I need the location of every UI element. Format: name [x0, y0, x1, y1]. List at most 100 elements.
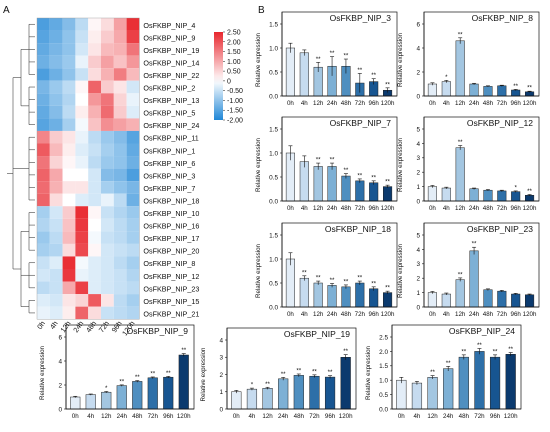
x-tick-label: 24h — [327, 205, 338, 212]
heatmap-cell — [62, 43, 76, 56]
y-tick-label: 0 — [219, 406, 223, 413]
x-tick-label: 4h — [413, 413, 420, 420]
x-tick-label: 96h — [511, 205, 522, 212]
y-tick-label: 4 — [58, 358, 62, 365]
chart-frame — [423, 222, 540, 308]
significance-label: ** — [330, 277, 335, 284]
heatmap-cell — [88, 306, 101, 320]
heatmap-cell — [75, 206, 89, 219]
panel-letter-b: B — [258, 5, 265, 16]
heatmap-row-label: OsFKBP_NIP_12 — [143, 272, 199, 281]
heatmap-cell — [113, 68, 127, 81]
significance-label: ** — [477, 342, 482, 349]
x-tick-label: 12h — [313, 205, 324, 212]
heatmap-cell — [113, 269, 127, 282]
heatmap-cell — [126, 281, 140, 295]
heatmap-cell — [113, 181, 127, 194]
heatmap-cell — [126, 30, 140, 44]
bar — [411, 382, 423, 410]
bar — [299, 52, 309, 97]
chart-title: OsFKBP_NIP_9 — [127, 326, 189, 336]
significance-label: * — [514, 184, 517, 191]
chart-frame — [423, 116, 540, 202]
chart-title: OsFKBP_NIP_18 — [325, 224, 391, 234]
heatmap-cell — [37, 80, 50, 94]
bar — [101, 391, 112, 410]
x-tick-label: 12h — [455, 205, 466, 212]
heatmap-cell — [126, 43, 140, 56]
legend-tick-label: 0.50 — [227, 69, 241, 76]
x-tick-label: 24h — [469, 100, 480, 107]
bar — [469, 188, 479, 202]
heatmap-cell — [101, 218, 114, 232]
y-axis-label: Relative expression — [39, 345, 46, 400]
heatmap-cell — [75, 294, 89, 307]
heatmap-cell — [88, 256, 101, 269]
y-tick-label: 4 — [416, 141, 420, 148]
heatmap-cell — [49, 168, 63, 182]
bar — [383, 292, 393, 308]
y-tick-label: 0.0 — [269, 304, 278, 311]
heatmap-cell — [62, 206, 76, 219]
heatmap-cell — [113, 18, 127, 31]
bar — [324, 376, 336, 410]
heatmap-cell — [62, 281, 76, 295]
y-tick-label: 2.0 — [379, 349, 388, 356]
bar — [469, 250, 479, 308]
heatmap-cell — [62, 18, 76, 31]
y-tick-label: 5 — [416, 126, 420, 133]
bar — [163, 376, 174, 410]
bar — [132, 381, 143, 410]
x-tick-label: 0h — [233, 413, 240, 420]
x-tick-label: 72h — [355, 311, 366, 318]
heatmap-cell — [37, 281, 50, 295]
y-tick-label: 3 — [219, 355, 223, 362]
significance-label: ** — [312, 368, 317, 375]
heatmap-cell — [101, 130, 114, 144]
heatmap-cell — [88, 55, 101, 69]
y-tick-label: 0.0 — [379, 406, 388, 413]
heatmap-cell — [62, 243, 76, 257]
heatmap-cell — [113, 105, 127, 119]
heatmap-cell — [62, 68, 76, 81]
significance-label: ** — [458, 271, 463, 278]
heatmap-cell — [49, 181, 63, 194]
x-tick-label: 72h — [148, 413, 159, 420]
panel-letter-a: A — [3, 5, 10, 16]
heatmap-cell — [49, 93, 63, 106]
y-tick-label: 1 — [219, 389, 223, 396]
significance-label: ** — [527, 85, 532, 92]
heatmap-column-label: 0h — [35, 319, 47, 331]
x-tick-label: 120h — [381, 100, 395, 107]
heatmap-cell — [49, 243, 63, 257]
heatmap-cell — [88, 294, 101, 307]
heatmap-cell — [126, 93, 140, 106]
bar — [497, 85, 507, 97]
x-tick-label: 120h — [504, 413, 518, 420]
heatmap-cell — [75, 55, 89, 69]
chart-title: OsFKBP_NIP_8 — [472, 13, 534, 23]
heatmap-panel: OsFKBP_NIP_4 OsFKBP_NIP_9 OsFKBP_NIP_19 OsF… — [7, 17, 243, 337]
bar — [483, 189, 493, 202]
heatmap-cell — [101, 43, 114, 56]
heatmap-cell — [126, 294, 140, 307]
x-tick-label: 4h — [443, 100, 450, 107]
heatmap-cell — [101, 269, 114, 282]
significance-label: * — [251, 382, 254, 389]
heatmap-cell — [88, 181, 101, 194]
bar — [441, 187, 451, 202]
heatmap-cell — [37, 231, 50, 244]
y-tick-label: 1.5 — [269, 232, 278, 239]
x-tick-label: 48h — [459, 413, 470, 420]
y-tick-label: 1.5 — [379, 363, 388, 370]
heatmap-cell — [37, 105, 50, 119]
heatmap-cell — [37, 256, 50, 269]
x-tick-label: 24h — [117, 413, 128, 420]
heatmap-cell — [113, 231, 127, 244]
bar — [327, 166, 337, 202]
x-tick-label: 12h — [455, 311, 466, 318]
heatmap-cell — [113, 130, 127, 144]
x-tick-label: 96h — [369, 100, 380, 107]
heatmap-cell — [62, 181, 76, 194]
heatmap-row-label: OsFKBP_NIP_24 — [143, 121, 199, 130]
